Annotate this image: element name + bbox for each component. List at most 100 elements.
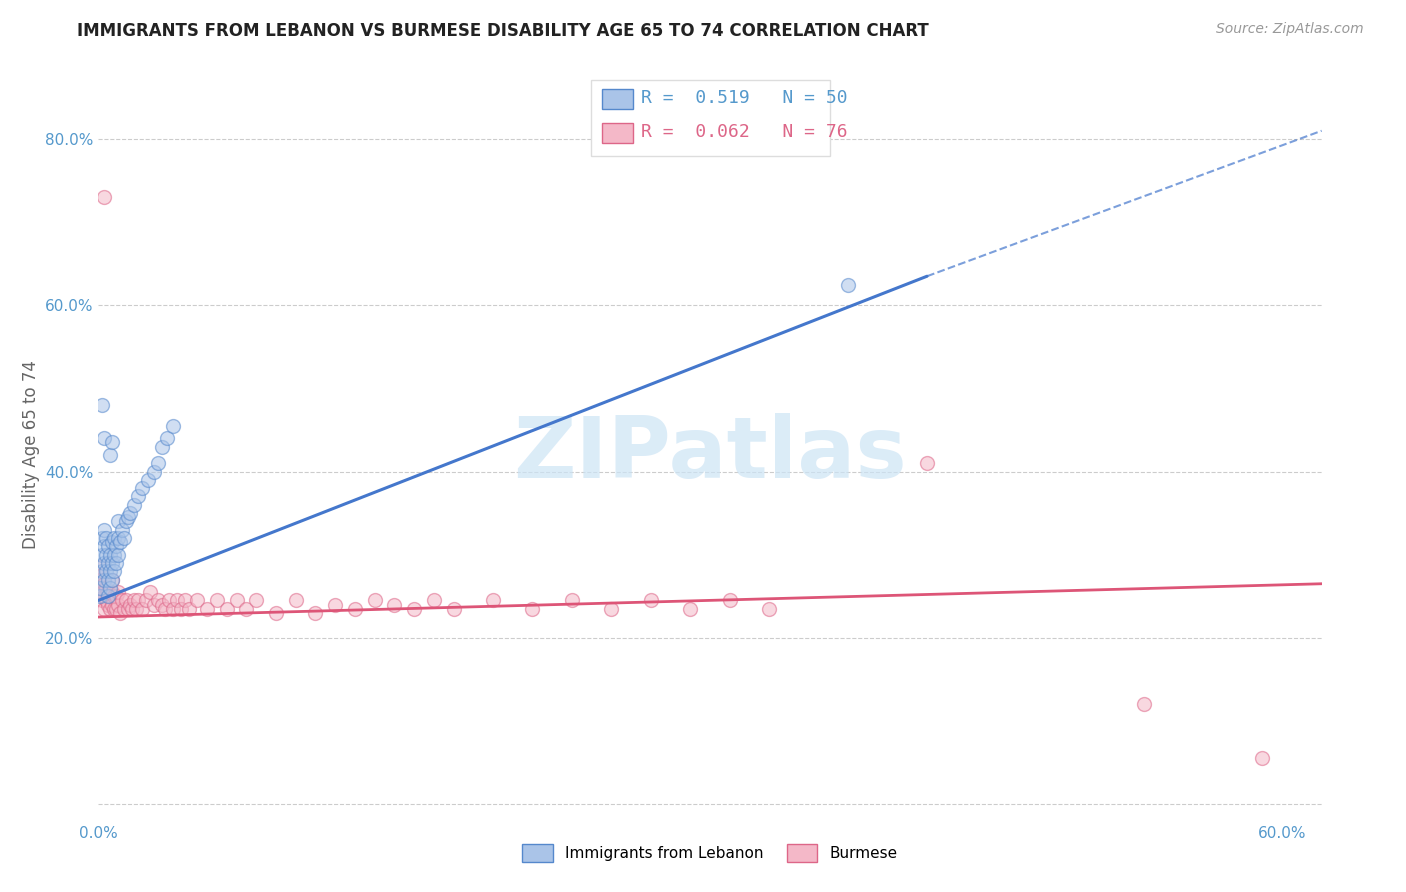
Point bbox=[111, 523, 134, 537]
Point bbox=[837, 277, 859, 292]
Point bbox=[115, 515, 138, 529]
Point bbox=[304, 606, 326, 620]
Point bbox=[91, 564, 114, 578]
Point bbox=[112, 601, 135, 615]
Point bbox=[166, 593, 188, 607]
Point bbox=[138, 585, 160, 599]
Point bbox=[101, 585, 124, 599]
Point bbox=[97, 589, 120, 603]
Point bbox=[115, 593, 138, 607]
Point bbox=[91, 568, 114, 582]
Point bbox=[146, 456, 169, 470]
Point bbox=[679, 601, 702, 615]
Point bbox=[245, 593, 267, 607]
Point bbox=[118, 506, 141, 520]
Point bbox=[93, 589, 115, 603]
Point bbox=[108, 606, 131, 620]
Point bbox=[101, 573, 124, 587]
Point bbox=[101, 573, 124, 587]
Point bbox=[98, 601, 121, 615]
Point bbox=[98, 548, 121, 562]
Point bbox=[93, 539, 115, 553]
Point bbox=[97, 539, 120, 553]
Point bbox=[97, 585, 120, 599]
Point bbox=[107, 515, 129, 529]
Point bbox=[131, 601, 153, 615]
Point bbox=[89, 581, 111, 595]
Point bbox=[122, 498, 145, 512]
Point bbox=[97, 598, 120, 612]
Point bbox=[443, 601, 465, 615]
Point bbox=[758, 601, 780, 615]
Point bbox=[1251, 751, 1274, 765]
Text: IMMIGRANTS FROM LEBANON VS BURMESE DISABILITY AGE 65 TO 74 CORRELATION CHART: IMMIGRANTS FROM LEBANON VS BURMESE DISAB… bbox=[77, 22, 929, 40]
Point bbox=[107, 598, 129, 612]
Point bbox=[117, 510, 139, 524]
Point bbox=[89, 573, 111, 587]
Point bbox=[96, 564, 118, 578]
Text: ZIPatlas: ZIPatlas bbox=[513, 413, 907, 497]
Point bbox=[103, 601, 125, 615]
Point bbox=[640, 593, 662, 607]
Point bbox=[423, 593, 446, 607]
Point bbox=[718, 593, 741, 607]
Point bbox=[159, 593, 181, 607]
Point bbox=[89, 560, 111, 574]
Point bbox=[186, 593, 208, 607]
Point bbox=[195, 601, 218, 615]
Point bbox=[98, 564, 121, 578]
Point bbox=[108, 535, 131, 549]
Point bbox=[125, 601, 148, 615]
Point bbox=[150, 598, 173, 612]
Point bbox=[600, 601, 623, 615]
Point bbox=[142, 465, 165, 479]
Point bbox=[156, 431, 179, 445]
Point bbox=[121, 601, 143, 615]
Point bbox=[101, 556, 124, 570]
Point bbox=[162, 418, 184, 433]
Point bbox=[561, 593, 583, 607]
Point bbox=[93, 523, 115, 537]
Point bbox=[107, 531, 129, 545]
Point bbox=[91, 398, 114, 412]
Point bbox=[97, 556, 120, 570]
Point bbox=[103, 589, 125, 603]
Point bbox=[105, 556, 128, 570]
Point bbox=[91, 581, 114, 595]
Point bbox=[131, 481, 153, 495]
Point bbox=[482, 593, 505, 607]
Point bbox=[89, 589, 111, 603]
Point bbox=[96, 593, 118, 607]
Point bbox=[135, 593, 157, 607]
Y-axis label: Disability Age 65 to 74: Disability Age 65 to 74 bbox=[21, 360, 39, 549]
Point bbox=[89, 585, 111, 599]
Point bbox=[404, 601, 426, 615]
Point bbox=[225, 593, 247, 607]
Point bbox=[1133, 698, 1156, 712]
Legend: Immigrants from Lebanon, Burmese: Immigrants from Lebanon, Burmese bbox=[516, 838, 904, 868]
Point bbox=[96, 531, 118, 545]
Point bbox=[127, 490, 149, 504]
Point bbox=[170, 601, 193, 615]
Point bbox=[91, 531, 114, 545]
Point bbox=[103, 548, 125, 562]
Point bbox=[142, 598, 165, 612]
Point bbox=[93, 573, 115, 587]
Point bbox=[91, 593, 114, 607]
Point bbox=[93, 556, 115, 570]
Point bbox=[122, 593, 145, 607]
Point bbox=[107, 585, 129, 599]
Point bbox=[105, 589, 128, 603]
Point bbox=[127, 593, 149, 607]
Point bbox=[93, 431, 115, 445]
Point bbox=[323, 598, 346, 612]
Point bbox=[146, 593, 169, 607]
Point bbox=[93, 601, 115, 615]
Point bbox=[150, 440, 173, 454]
Point bbox=[522, 601, 544, 615]
Point bbox=[235, 601, 257, 615]
Point bbox=[162, 601, 184, 615]
Point bbox=[103, 564, 125, 578]
Point bbox=[174, 593, 197, 607]
Text: R =  0.519   N = 50: R = 0.519 N = 50 bbox=[641, 89, 848, 107]
